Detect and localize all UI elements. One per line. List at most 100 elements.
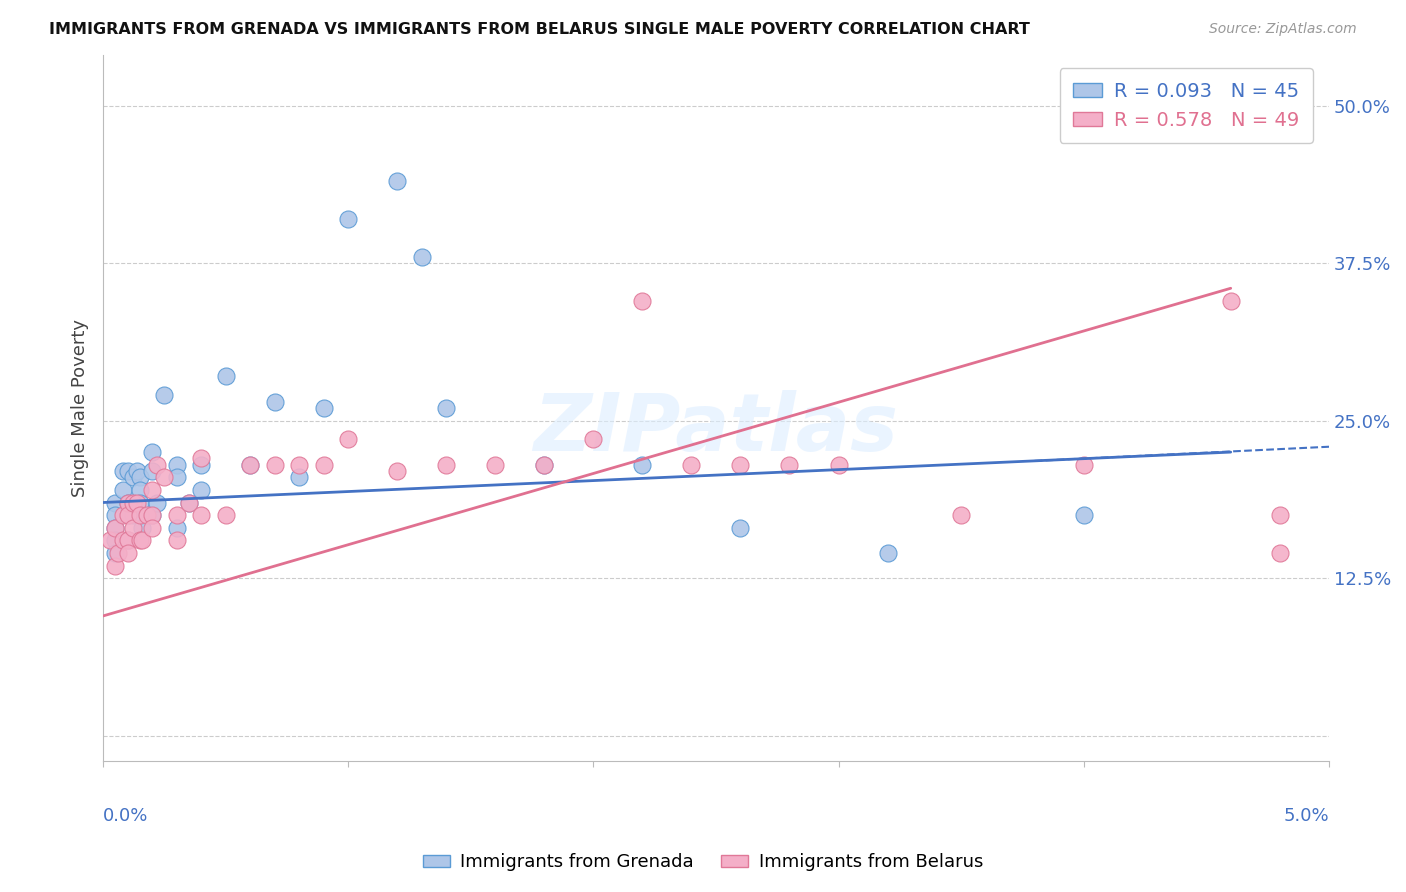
Point xyxy=(1268,546,1291,560)
Point xyxy=(166,458,188,472)
Point xyxy=(239,458,262,472)
Text: IMMIGRANTS FROM GRENADA VS IMMIGRANTS FROM BELARUS SINGLE MALE POVERTY CORRELATI: IMMIGRANTS FROM GRENADA VS IMMIGRANTS FR… xyxy=(49,22,1031,37)
Point xyxy=(117,508,139,522)
Point xyxy=(779,458,801,472)
Point xyxy=(117,495,139,509)
Point xyxy=(136,508,159,522)
Point xyxy=(166,508,188,522)
Point xyxy=(117,533,139,548)
Point xyxy=(131,521,153,535)
Point xyxy=(263,458,285,472)
Point xyxy=(117,464,139,478)
Point xyxy=(730,521,752,535)
Point xyxy=(153,470,176,484)
Point xyxy=(111,483,134,497)
Text: Source: ZipAtlas.com: Source: ZipAtlas.com xyxy=(1209,22,1357,37)
Point xyxy=(117,495,139,509)
Point xyxy=(263,394,285,409)
Point xyxy=(117,508,139,522)
Point xyxy=(131,533,153,548)
Point xyxy=(121,495,143,509)
Legend: Immigrants from Grenada, Immigrants from Belarus: Immigrants from Grenada, Immigrants from… xyxy=(415,847,991,879)
Point xyxy=(1122,124,1144,138)
Point xyxy=(111,533,134,548)
Point xyxy=(127,464,149,478)
Point xyxy=(533,458,555,472)
Y-axis label: Single Male Poverty: Single Male Poverty xyxy=(72,319,89,497)
Point xyxy=(111,464,134,478)
Point xyxy=(141,508,163,522)
Point xyxy=(950,508,973,522)
Point xyxy=(107,546,129,560)
Point xyxy=(434,458,457,472)
Point xyxy=(177,495,200,509)
Point xyxy=(141,464,163,478)
Point xyxy=(1073,458,1095,472)
Text: 0.0%: 0.0% xyxy=(103,806,149,825)
Text: 5.0%: 5.0% xyxy=(1284,806,1329,825)
Point xyxy=(117,533,139,548)
Point xyxy=(484,458,506,472)
Point xyxy=(288,458,311,472)
Point xyxy=(387,174,409,188)
Point xyxy=(827,458,849,472)
Point xyxy=(129,508,152,522)
Point xyxy=(131,508,153,522)
Point xyxy=(104,558,127,573)
Point xyxy=(129,470,152,484)
Point xyxy=(121,495,143,509)
Point xyxy=(104,533,127,548)
Point xyxy=(215,508,238,522)
Point xyxy=(239,458,262,472)
Point xyxy=(190,451,212,466)
Point xyxy=(104,521,127,535)
Point xyxy=(312,401,335,415)
Point xyxy=(166,470,188,484)
Point xyxy=(146,495,169,509)
Point xyxy=(681,458,703,472)
Point xyxy=(631,293,654,308)
Point xyxy=(117,546,139,560)
Point xyxy=(104,521,127,535)
Point xyxy=(100,533,122,548)
Point xyxy=(1268,508,1291,522)
Point xyxy=(146,458,169,472)
Point xyxy=(121,521,143,535)
Point xyxy=(876,546,898,560)
Point xyxy=(1219,293,1241,308)
Point xyxy=(1073,508,1095,522)
Point xyxy=(129,483,152,497)
Point xyxy=(190,508,212,522)
Point xyxy=(215,369,238,384)
Point xyxy=(288,470,311,484)
Point xyxy=(141,483,163,497)
Point xyxy=(153,388,176,402)
Point xyxy=(337,211,360,226)
Point xyxy=(312,458,335,472)
Point xyxy=(533,458,555,472)
Point xyxy=(730,458,752,472)
Point xyxy=(111,508,134,522)
Point xyxy=(411,250,433,264)
Point xyxy=(190,483,212,497)
Point xyxy=(129,533,152,548)
Point xyxy=(166,533,188,548)
Point xyxy=(104,495,127,509)
Point xyxy=(104,508,127,522)
Point xyxy=(190,458,212,472)
Point xyxy=(387,464,409,478)
Point xyxy=(582,433,605,447)
Point xyxy=(166,521,188,535)
Point xyxy=(337,433,360,447)
Text: ZIPatlas: ZIPatlas xyxy=(533,390,898,468)
Point xyxy=(127,495,149,509)
Point xyxy=(141,445,163,459)
Point xyxy=(129,495,152,509)
Point xyxy=(121,508,143,522)
Legend: R = 0.093   N = 45, R = 0.578   N = 49: R = 0.093 N = 45, R = 0.578 N = 49 xyxy=(1060,69,1313,144)
Point xyxy=(104,546,127,560)
Point xyxy=(177,495,200,509)
Point xyxy=(631,458,654,472)
Point xyxy=(434,401,457,415)
Point xyxy=(141,521,163,535)
